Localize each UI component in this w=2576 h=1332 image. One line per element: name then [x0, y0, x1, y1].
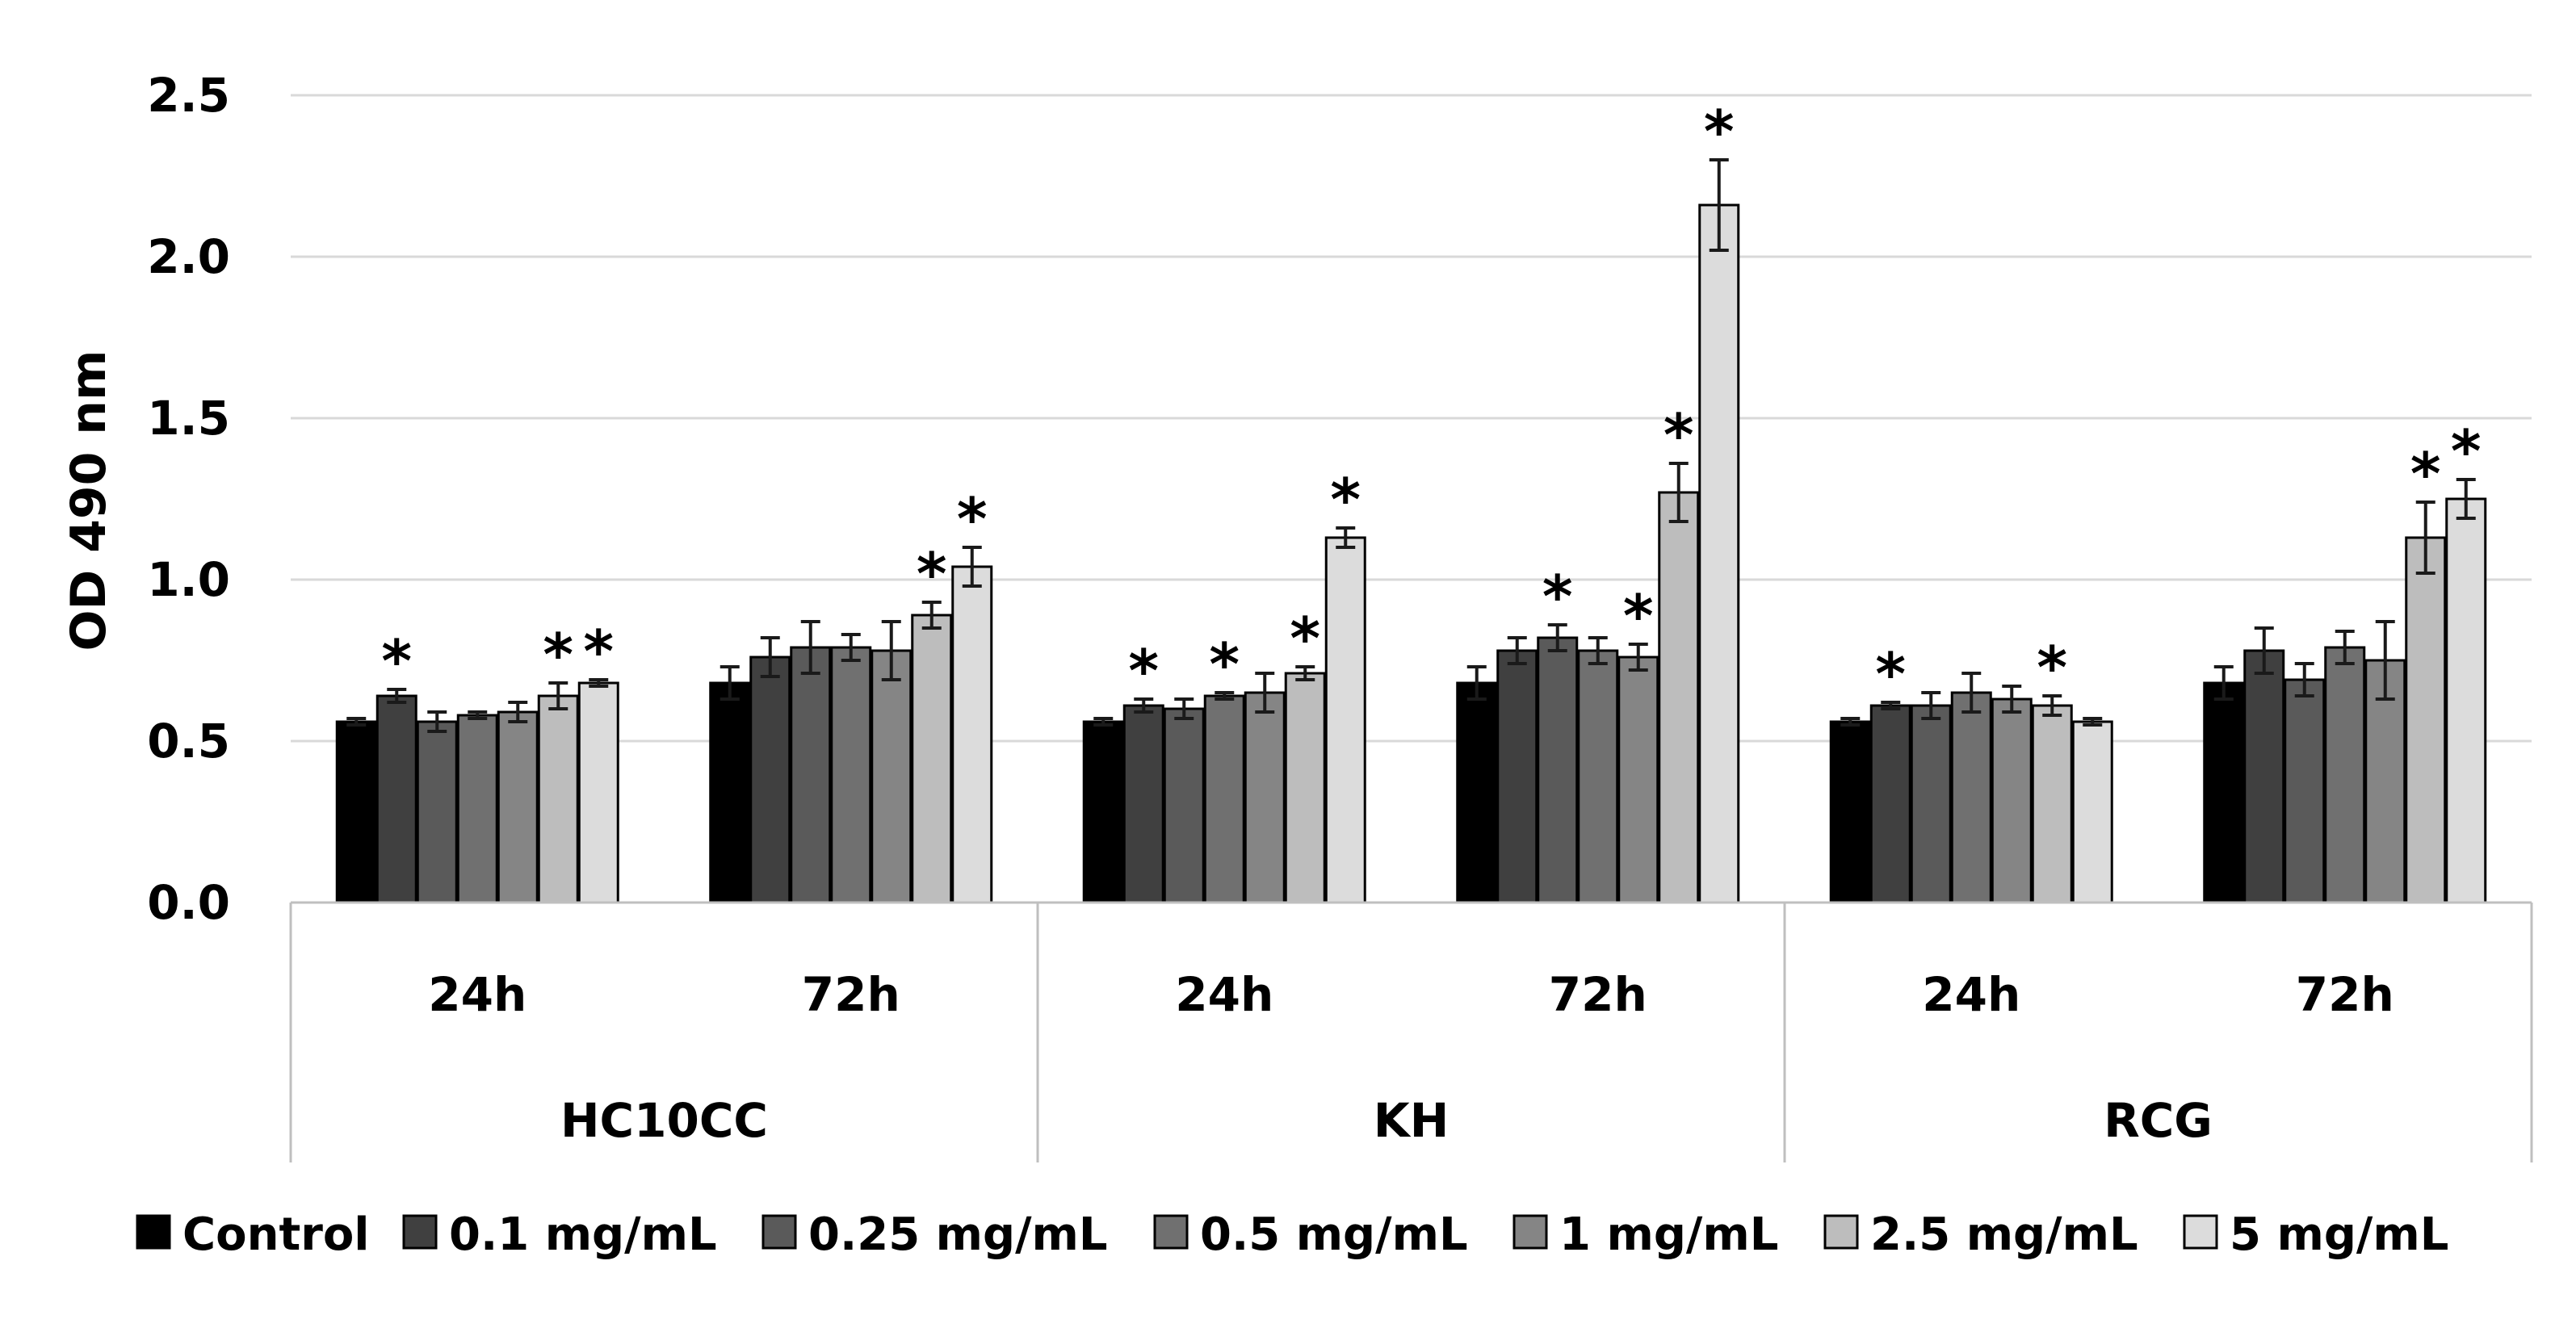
x-group-label: HC10CC: [560, 1093, 768, 1148]
bar: [1658, 491, 1700, 904]
bar: [1163, 707, 1205, 904]
gridlines: [291, 94, 2532, 743]
bar: [2243, 649, 2285, 904]
bar: [1698, 203, 1740, 904]
y-tick-label: 0.5: [147, 714, 230, 769]
error-bars: [346, 158, 2476, 733]
significance-star: *: [543, 621, 573, 689]
bar: [577, 681, 619, 904]
significance-star: *: [583, 618, 614, 685]
bar: [1991, 697, 2033, 904]
y-tick-label: 2.5: [147, 68, 230, 123]
bar: [2071, 720, 2113, 904]
legend-swatch: [402, 1214, 438, 1250]
bar: [2405, 536, 2447, 904]
legend-swatch: [1153, 1214, 1189, 1250]
bar: [456, 714, 498, 904]
bar: [749, 656, 791, 904]
legend-swatch: [136, 1214, 171, 1250]
bar: [2324, 646, 2366, 904]
legend-label: 0.5 mg/mL: [1200, 1208, 1468, 1261]
legend-label: 1 mg/mL: [1559, 1208, 1778, 1261]
significance-star: *: [1330, 466, 1361, 534]
significance-star: *: [917, 540, 947, 608]
significance-star: *: [957, 485, 988, 553]
significance-star: *: [2451, 417, 2482, 485]
significance-star: *: [1128, 637, 1159, 705]
bar: [1577, 649, 1619, 904]
y-tick-label: 1.5: [147, 391, 230, 446]
x-time-label: 24h: [1175, 967, 1273, 1022]
significance-star: *: [1623, 582, 1654, 650]
bar: [2445, 497, 2487, 904]
bar: [830, 646, 872, 904]
bar: [1910, 704, 1952, 904]
bar: [1829, 720, 1871, 904]
significance-star: *: [1875, 640, 1906, 708]
x-axis-table: 24h 72h HC10CC 24h 72h KH 24h 72h RCG: [289, 901, 2533, 1162]
bar: [375, 694, 417, 904]
y-tick-label: 0.0: [147, 875, 230, 930]
significance-star: *: [1542, 563, 1573, 630]
bar: [871, 649, 913, 904]
x-time-label: 72h: [802, 967, 900, 1022]
bar: [416, 720, 458, 904]
x-time-label: 72h: [2296, 967, 2394, 1022]
significance-star: *: [2410, 440, 2441, 508]
bar: [1950, 691, 1992, 904]
bar: [951, 565, 993, 904]
y-axis-label: OD 490 nm: [61, 350, 117, 651]
bar: [2284, 678, 2326, 904]
bar: [2203, 681, 2245, 904]
legend-label: 2.5 mg/mL: [1870, 1208, 2138, 1261]
x-group-label: KH: [1374, 1093, 1450, 1148]
significance-star: *: [1209, 630, 1240, 698]
bar: [709, 681, 751, 904]
x-time-label: 72h: [1549, 967, 1647, 1022]
legend-swatch: [1823, 1214, 1859, 1250]
significance-star: *: [2037, 634, 2067, 702]
x-time-label: 24h: [428, 967, 527, 1022]
bar: [2031, 704, 2073, 904]
bar: [1496, 649, 1538, 904]
significance-markers: * * **** * *** **** ** *: [381, 98, 2481, 708]
bar: [1869, 704, 1911, 904]
x-time-label: 24h: [1922, 967, 2020, 1022]
significance-star: *: [381, 627, 412, 695]
significance-star: *: [1663, 401, 1694, 469]
legend-swatch: [1512, 1214, 1548, 1250]
bar: [1082, 720, 1124, 904]
y-tick-label: 2.0: [147, 229, 230, 284]
bar: [335, 720, 377, 904]
legend-swatch: [2183, 1214, 2218, 1250]
x-group-label: RCG: [2104, 1093, 2213, 1148]
legend-label: 0.25 mg/mL: [808, 1208, 1108, 1261]
y-axis-tick-labels: 0.0 0.5 1.0 1.5 2.0 2.5: [147, 68, 230, 930]
significance-star: *: [1704, 98, 1735, 165]
bar: [1122, 704, 1164, 904]
bar: [497, 710, 539, 904]
bar: [1456, 681, 1498, 904]
bar: [1244, 691, 1286, 904]
legend: Control 0.1 mg/mL 0.25 mg/mL 0.5 mg/mL 1 mg/…: [136, 1208, 2448, 1261]
bar: [1284, 672, 1326, 904]
legend-swatch: [761, 1214, 797, 1250]
bar: [790, 646, 832, 904]
bar: [537, 694, 579, 904]
bars: [335, 203, 2487, 904]
legend-label: 0.1 mg/mL: [449, 1208, 717, 1261]
legend-label: 5 mg/mL: [2230, 1208, 2448, 1261]
bar: [911, 614, 953, 904]
significance-star: *: [1290, 605, 1320, 672]
bar: [1203, 694, 1245, 904]
legend-label: Control: [183, 1208, 370, 1261]
y-tick-label: 1.0: [147, 552, 230, 607]
bar: [1537, 636, 1579, 904]
bar: [1324, 536, 1366, 904]
bar: [1617, 656, 1659, 904]
